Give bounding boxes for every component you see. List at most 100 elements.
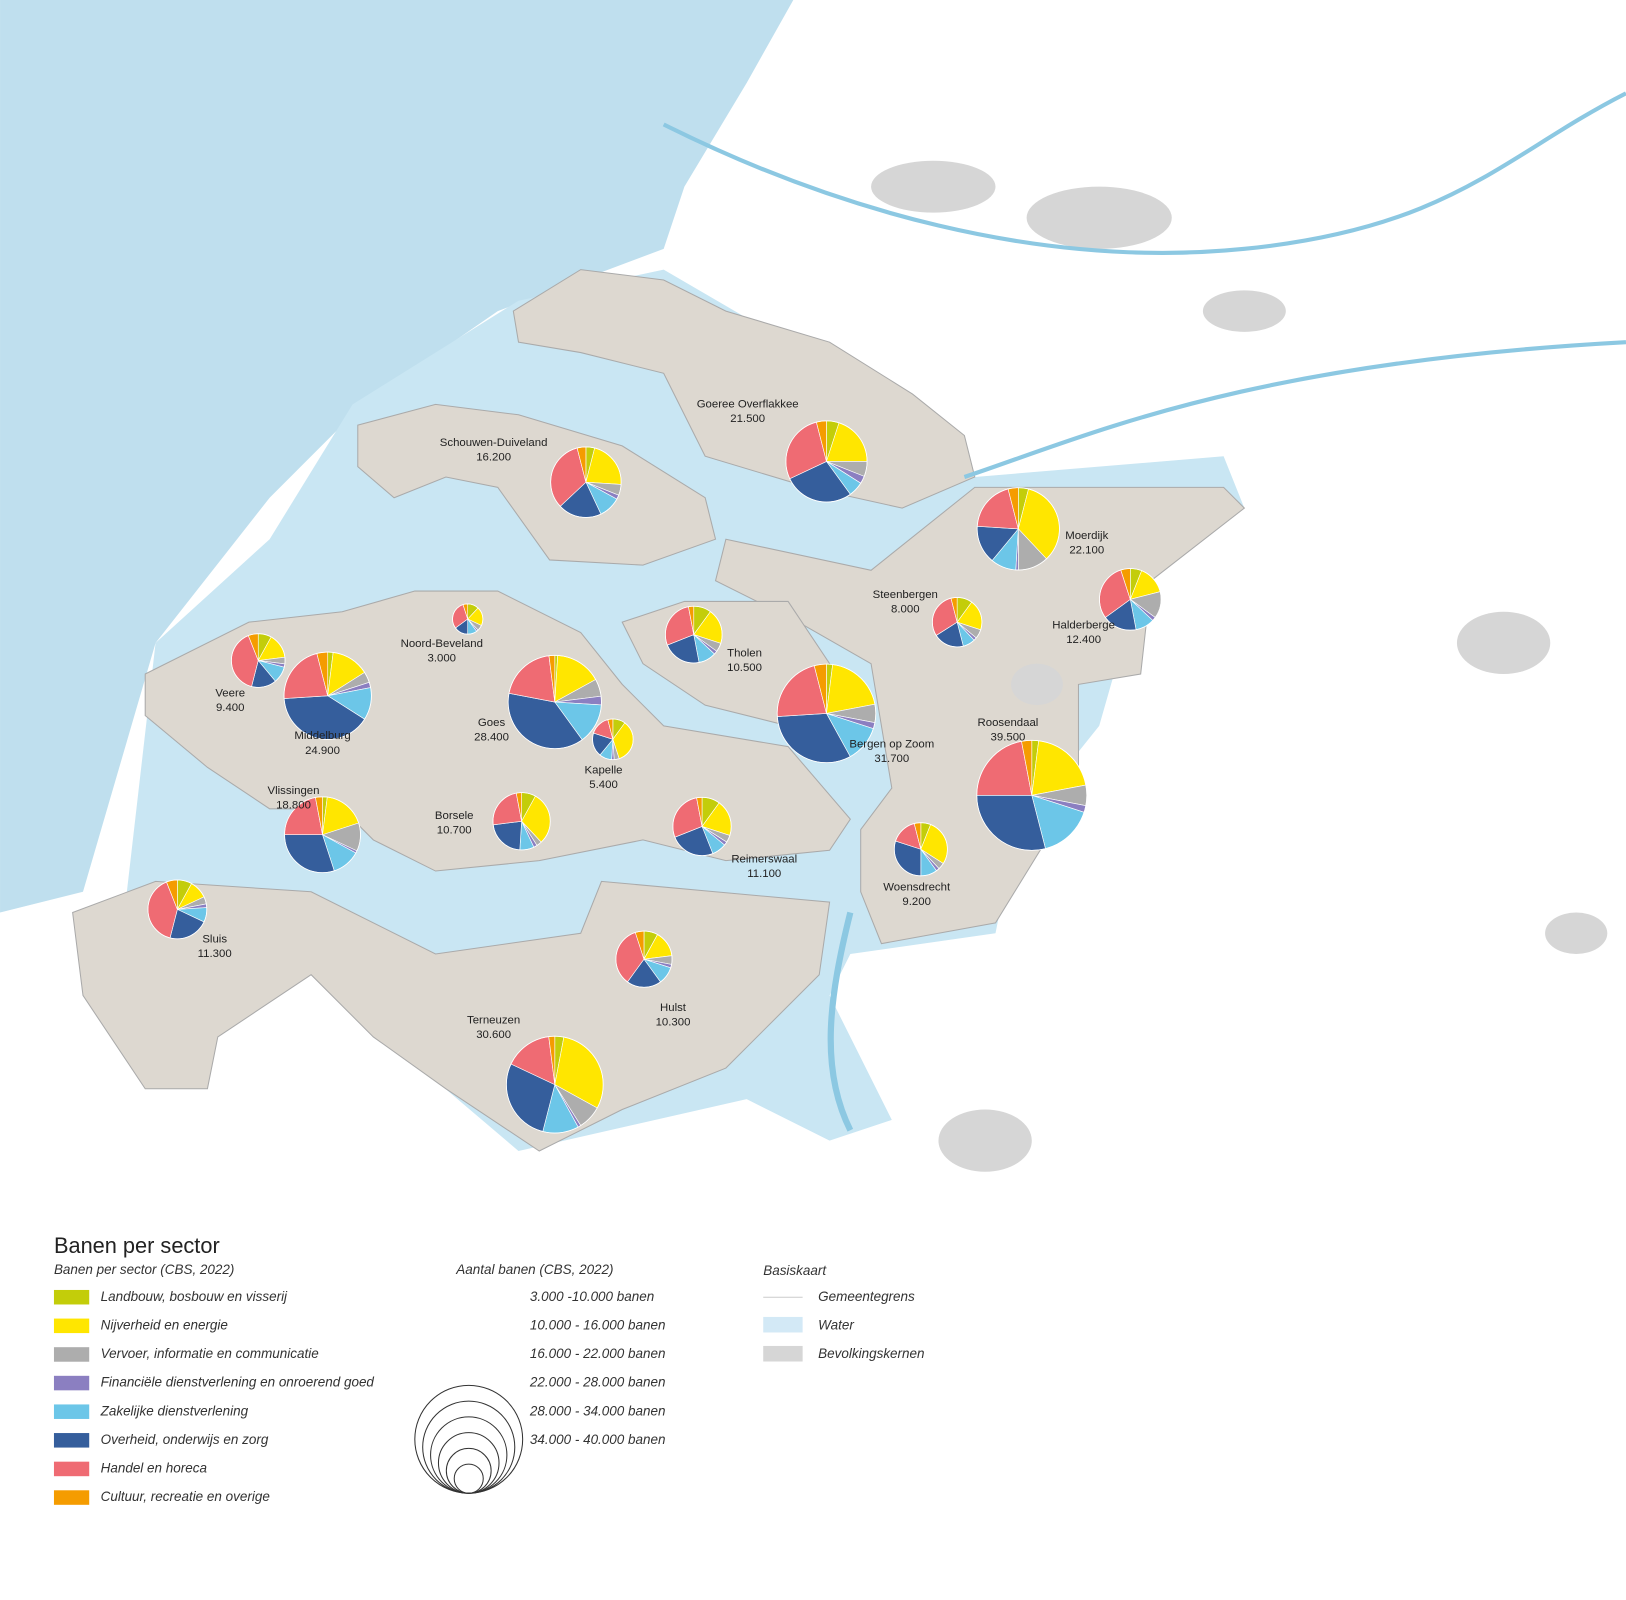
municipality-name: Tholen xyxy=(727,647,762,659)
pie-size xyxy=(893,822,948,877)
river xyxy=(827,911,854,1132)
pie xyxy=(147,879,208,940)
municipality-name: Hulst xyxy=(660,1002,687,1014)
sector-label: Cultuur, recreatie en overige xyxy=(101,1489,270,1504)
pie-size xyxy=(931,596,983,648)
pie-size xyxy=(284,796,361,874)
pie-size xyxy=(976,739,1088,851)
urban-area xyxy=(1026,186,1172,249)
pie xyxy=(284,796,361,874)
municipality-name: Sluis xyxy=(202,933,227,945)
municipality-name: Veere xyxy=(215,688,245,700)
job-count: 10.300 xyxy=(656,1016,691,1028)
job-count: 24.900 xyxy=(305,745,340,757)
municipality-name: Middelburg xyxy=(294,730,350,742)
pie xyxy=(672,796,732,857)
pie xyxy=(615,930,673,988)
pie xyxy=(893,822,948,877)
urban-area xyxy=(938,1109,1032,1172)
sector-swatch xyxy=(53,1404,90,1419)
pie-size xyxy=(550,446,622,518)
pie-size xyxy=(664,605,723,664)
job-count: 28.400 xyxy=(474,731,509,743)
base-label: Gemeentegrens xyxy=(818,1289,915,1304)
municipality-name: Reimerswaal xyxy=(731,854,797,866)
job-count: 22.100 xyxy=(1069,545,1104,557)
municipality-name: Schouwen-Duiveland xyxy=(440,437,548,449)
municipality-name: Noord-Beveland xyxy=(401,638,483,650)
sector-label: Vervoer, informatie en communicatie xyxy=(101,1346,319,1361)
municipality-name: Woensdrecht xyxy=(883,882,951,894)
job-count: 5.400 xyxy=(589,779,618,791)
sector-label: Zakelijke dienstverlening xyxy=(100,1403,249,1418)
urban-area xyxy=(1456,611,1551,675)
job-count: 31.700 xyxy=(874,753,909,765)
sector-label: Handel en horeca xyxy=(101,1460,208,1475)
pie xyxy=(1099,568,1162,631)
pie-layer: Schouwen-Duiveland 16.200 Goeree Overflakk… xyxy=(147,398,1162,1134)
size-circle xyxy=(422,1400,516,1494)
size-circle xyxy=(430,1416,508,1494)
pie-size xyxy=(785,420,868,503)
job-count: 10.700 xyxy=(437,825,472,837)
basemap xyxy=(0,0,1626,1172)
river xyxy=(963,340,1626,479)
island xyxy=(357,403,717,566)
municipality-name: Halderberge xyxy=(1052,619,1115,631)
pie xyxy=(776,663,877,764)
municipality-name: Terneuzen xyxy=(467,1014,520,1026)
pie xyxy=(505,1035,604,1134)
urban-swatch xyxy=(763,1345,803,1362)
pie xyxy=(550,446,622,518)
size-circle xyxy=(414,1384,524,1494)
size-label: 16.000 - 22.000 banen xyxy=(530,1346,666,1361)
size-circle xyxy=(445,1447,492,1494)
job-count: 11.300 xyxy=(198,948,232,960)
size-label: 3.000 -10.000 banen xyxy=(530,1289,654,1304)
sector-swatch xyxy=(53,1318,90,1334)
sector-label: Landbouw, bosbouw en visserij xyxy=(101,1289,288,1304)
pie-size xyxy=(776,663,877,764)
pie xyxy=(664,605,723,664)
municipality-name: Borsele xyxy=(435,810,474,822)
size-legend-title: Aantal banen (CBS, 2022) xyxy=(455,1262,613,1277)
sector-swatch xyxy=(53,1375,90,1391)
job-count: 39.500 xyxy=(991,731,1026,743)
job-count: 11.100 xyxy=(747,868,781,880)
pie-size xyxy=(1099,568,1162,631)
base-label: Bevolkingskernen xyxy=(818,1346,924,1361)
pie-size xyxy=(283,651,372,740)
pie xyxy=(507,654,602,750)
sector-label: Nijverheid en energie xyxy=(101,1317,228,1332)
size-label: 10.000 - 16.000 banen xyxy=(530,1317,666,1332)
job-count: 3.000 xyxy=(428,652,457,664)
municipality-name: Moerdijk xyxy=(1065,530,1108,542)
pie xyxy=(976,739,1088,851)
job-count: 12.400 xyxy=(1066,634,1101,646)
pie xyxy=(931,596,983,648)
job-count: 18.800 xyxy=(276,800,311,812)
size-label: 22.000 - 28.000 banen xyxy=(529,1375,666,1390)
urban-area xyxy=(1202,290,1286,332)
pie-size xyxy=(672,796,732,857)
municipality-name: Roosendaal xyxy=(978,717,1039,729)
sector-swatch xyxy=(53,1347,90,1362)
pie-size xyxy=(505,1035,604,1134)
pie xyxy=(592,718,634,761)
size-circle xyxy=(453,1463,484,1494)
pie xyxy=(976,487,1060,571)
sector-swatch xyxy=(53,1461,90,1477)
job-count: 9.400 xyxy=(216,702,245,714)
pie-size xyxy=(230,633,286,688)
municipality-name: Vlissingen xyxy=(268,785,320,797)
pie xyxy=(492,792,551,851)
river xyxy=(662,91,1626,255)
pie-size xyxy=(976,487,1060,571)
municipality-name: Steenbergen xyxy=(873,589,938,601)
pie-size xyxy=(592,718,634,761)
municipality-name: Goeree Overflakkee xyxy=(697,398,799,410)
urban-area xyxy=(1545,912,1608,954)
urban-area xyxy=(1011,663,1063,706)
